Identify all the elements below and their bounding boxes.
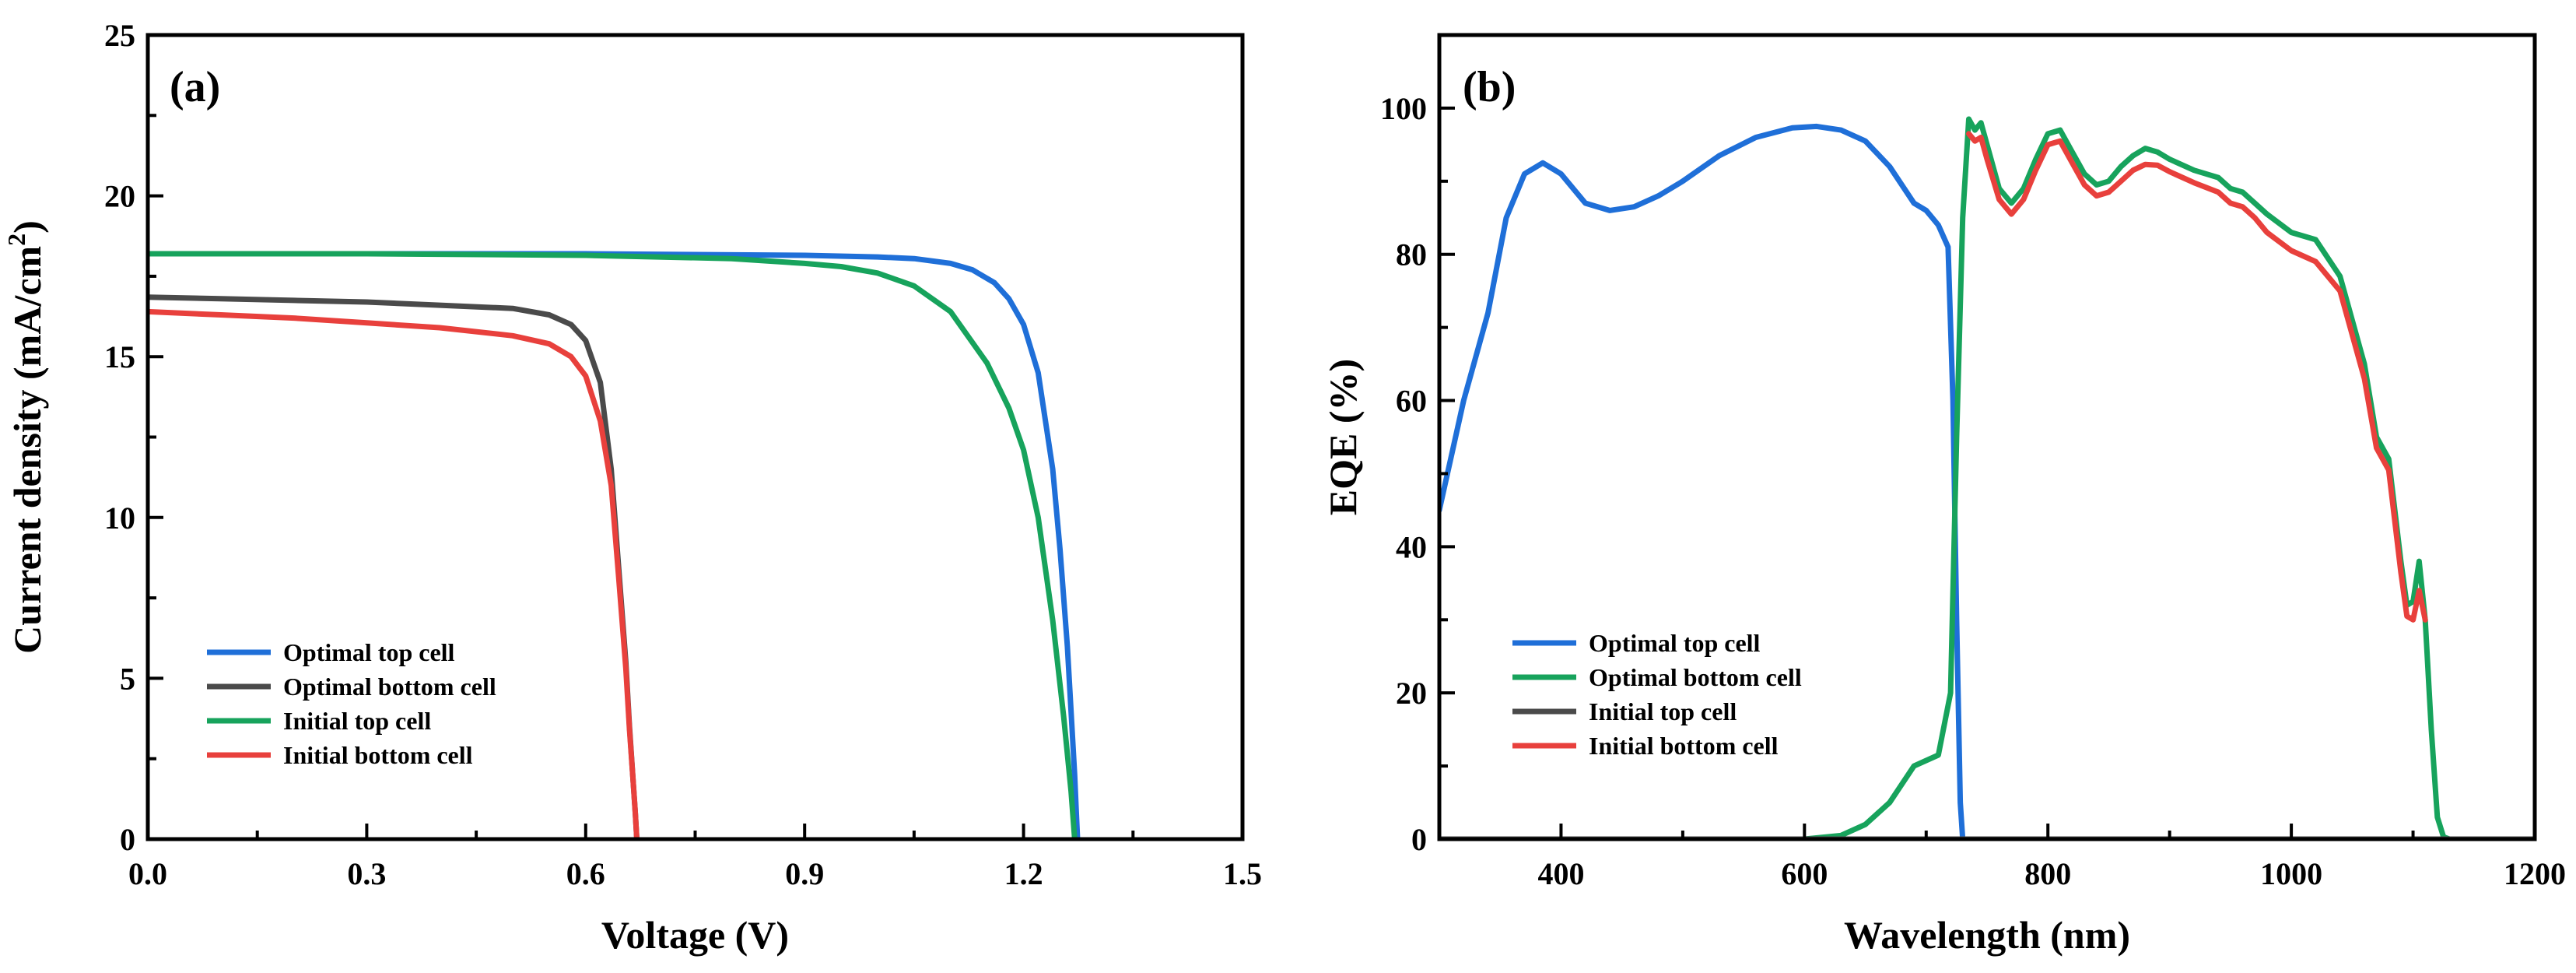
chart-0-legend-label-3: Initial bottom cell — [283, 741, 473, 769]
chart-1-series-line-3 — [1966, 131, 2428, 623]
chart-0-y-tick-label-4: 20 — [104, 179, 135, 214]
chart-0-series-group — [148, 251, 1081, 839]
chart-0-legend: Optimal top cell Optimal bottom cell Initi… — [207, 638, 496, 769]
chart-1-plot-frame — [1437, 33, 2537, 841]
chart-0-series-line-3 — [148, 308, 640, 839]
chart-0-y-tick-label-5: 25 — [104, 18, 135, 53]
chart-1-legend: Optimal top cell Optimal bottom cell Initi… — [1512, 629, 1802, 760]
chart-1-y-tick-label-2: 40 — [1396, 529, 1427, 564]
chart-0-series-line-2 — [148, 251, 1078, 839]
chart-0-x-tick-label-3: 0.9 — [785, 856, 824, 891]
chart-0-legend-label-0: Optimal top cell — [283, 638, 455, 666]
chart-1-x-tick-label-3: 1000 — [2260, 856, 2322, 891]
chart-0-series-line-0 — [148, 251, 1081, 839]
chart-1-x-tick-label-1: 600 — [1781, 856, 1828, 891]
chart-0-panel-label: (a) — [170, 63, 220, 111]
chart-0-y-tick-label-0: 0 — [120, 822, 135, 857]
chart-1-legend-label-2: Initial top cell — [1589, 697, 1737, 725]
chart-0-legend-label-2: Initial top cell — [283, 707, 431, 735]
chart-1-y-tick-label-4: 80 — [1396, 237, 1427, 272]
chart-0-legend-label-1: Optimal bottom cell — [283, 673, 496, 701]
chart-1-x-tick-label-4: 1200 — [2504, 856, 2566, 891]
chart-1-x-axis-title: Wavelength (nm) — [1844, 913, 2130, 957]
chart-0-y-axis-title: Current density (mA/cm2) — [2, 220, 49, 654]
chart-0-x-axis-title: Voltage (V) — [601, 913, 789, 957]
chart-0-x-tick-label-0: 0.0 — [128, 856, 167, 891]
chart-1-legend-label-0: Optimal top cell — [1589, 629, 1761, 657]
chart-1-y-axis-title: EQE (%) — [1321, 359, 1365, 515]
panel-a: 0.0 0.3 0.6 0.9 1.2 1.5 0 5 10 15 20 25 Voltage (V) C… — [2, 18, 1262, 957]
chart-1-legend-label-3: Initial bottom cell — [1589, 732, 1779, 760]
chart-0-y-tick-label-3: 15 — [104, 339, 135, 374]
chart-1-series-line-0 — [1439, 123, 2535, 839]
chart-1-y-tick-label-3: 60 — [1396, 384, 1427, 419]
chart-0-x-tick-label-1: 0.3 — [347, 856, 386, 891]
chart-0-y-tick-label-1: 5 — [120, 661, 135, 696]
chart-1-x-tick-label-2: 800 — [2024, 856, 2071, 891]
chart-1-y-tick-label-0: 0 — [1411, 822, 1427, 857]
chart-1-x-tick-label-0: 400 — [1537, 856, 1584, 891]
chart-1-y-tick-label-1: 20 — [1396, 676, 1427, 711]
chart-0-y-tick-label-2: 10 — [104, 501, 135, 536]
chart-0-x-tick-label-2: 0.6 — [566, 856, 605, 891]
chart-1-y-tick-label-5: 100 — [1380, 91, 1427, 126]
chart-0-x-tick-label-4: 1.2 — [1004, 856, 1043, 891]
panel-b: 400 600 800 1000 1200 0 20 40 60 80 100 Wavelength … — [1321, 33, 2566, 957]
chart-1-legend-label-1: Optimal bottom cell — [1589, 663, 1802, 691]
chart-0-x-tick-label-5: 1.5 — [1223, 856, 1262, 891]
chart-1-panel-label: (b) — [1463, 63, 1516, 111]
chart-1-series-group — [1439, 116, 2535, 839]
